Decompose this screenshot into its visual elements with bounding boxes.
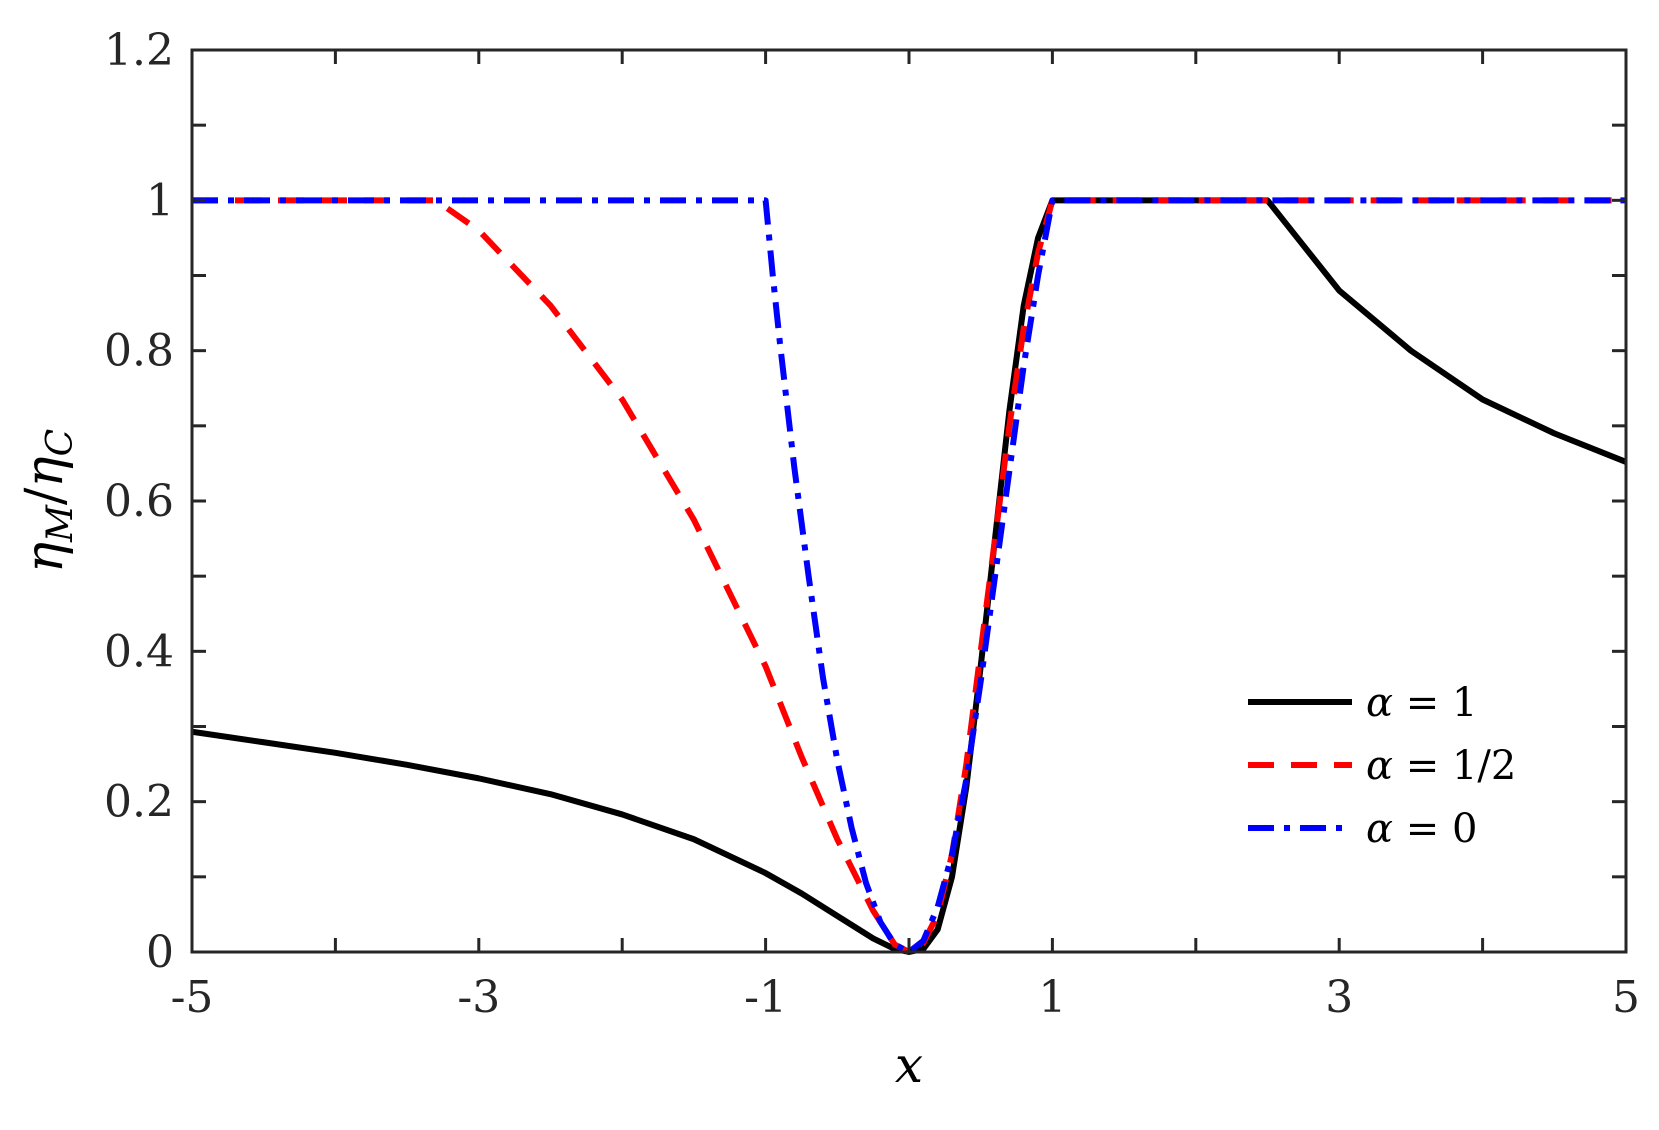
- legend-alpha-0: α: [1366, 680, 1393, 726]
- series-line-2: [192, 197, 1626, 955]
- legend-value-0: = 1: [1393, 680, 1477, 726]
- series-line-1: [192, 197, 1626, 955]
- y-tick-label-2: 0.2: [104, 777, 174, 828]
- x-tick-label-2: -3: [457, 972, 500, 1023]
- y-label-sub-m: M: [40, 504, 81, 543]
- x-axis-label: x: [895, 1036, 923, 1094]
- series-line-0: [191, 197, 1628, 955]
- legend-label-0: α = 1: [1366, 680, 1477, 726]
- y-axis-label: ηM/ηC: [15, 429, 81, 573]
- legend-value-2: = 0: [1393, 806, 1477, 852]
- ticks-layer: [190, 48, 1628, 954]
- legend-label-2: α = 0: [1366, 806, 1477, 852]
- y-tick-label-4: 0.4: [104, 626, 174, 677]
- legend-alpha-2: α: [1366, 806, 1393, 852]
- x-tick-label-0: -5: [171, 972, 214, 1023]
- plot-area: [190, 48, 1628, 955]
- x-tick-label-6: 1: [1038, 972, 1066, 1023]
- y-tick-label-6: 0.6: [104, 476, 174, 527]
- y-label-slash: /: [15, 487, 75, 505]
- y-tick-label-12: 1.2: [104, 25, 174, 76]
- legend: α = 1α = 1/2α = 0: [1248, 680, 1516, 852]
- tick-labels-layer: -5 -3 -1 1 3 5 0 0.2 0.4 0.6 0.8 1 1.2: [104, 25, 1640, 1023]
- x-tick-label-4: -1: [744, 972, 787, 1023]
- x-tick-label-10: 5: [1612, 972, 1640, 1023]
- legend-label-1: α = 1/2: [1366, 743, 1516, 789]
- y-tick-label-10: 1: [146, 175, 174, 226]
- y-tick-label-0: 0: [146, 927, 174, 978]
- x-tick-label-8: 3: [1325, 972, 1353, 1023]
- y-label-eta-2: η: [15, 456, 75, 487]
- y-tick-label-8: 0.8: [104, 326, 174, 377]
- y-label-eta-1: η: [15, 542, 75, 573]
- legend-alpha-1: α: [1366, 743, 1393, 789]
- y-label-sub-c: C: [40, 429, 81, 457]
- legend-value-1: = 1/2: [1393, 743, 1516, 789]
- series-layer: [191, 197, 1628, 955]
